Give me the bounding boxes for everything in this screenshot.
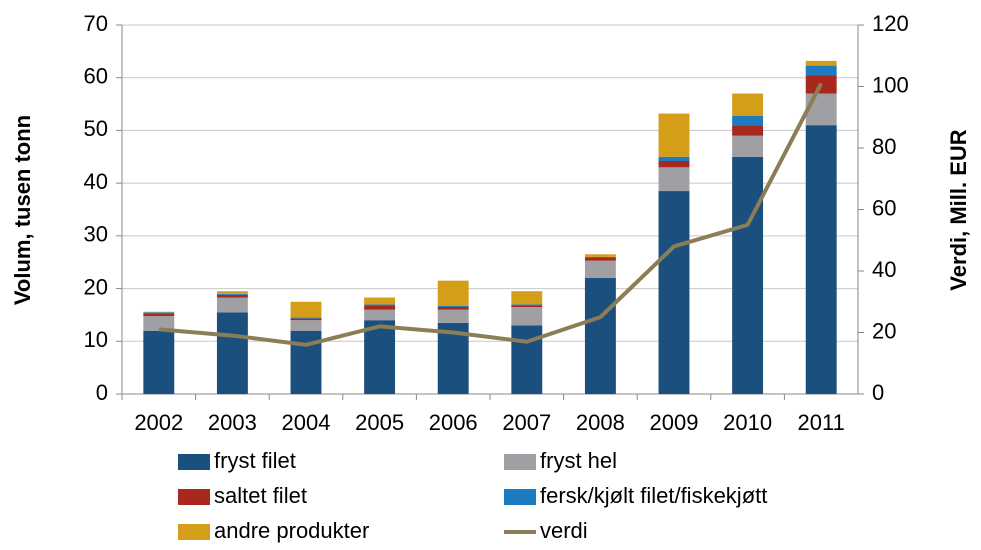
y-tick-label: 40 (84, 169, 108, 194)
bar (437, 309, 469, 323)
y2-tick-label: 0 (872, 380, 884, 405)
y2-axis-label: Verdi, Mill. EUR (946, 129, 971, 290)
bar (658, 161, 690, 168)
bar (584, 257, 616, 261)
bar (364, 297, 396, 305)
legend-label: fryst hel (540, 448, 617, 473)
bar (511, 325, 543, 394)
y-axis-label: Volum, tusen tonn (10, 115, 35, 305)
y2-tick-label: 80 (872, 134, 896, 159)
bar (437, 280, 469, 306)
y-tick-label: 0 (96, 380, 108, 405)
bar (437, 305, 469, 308)
bar (216, 297, 248, 313)
legend-label: saltet filet (214, 483, 307, 508)
x-tick-label: 2011 (798, 410, 845, 435)
y-tick-label: 20 (84, 274, 108, 299)
legend-label: andre produkter (214, 518, 369, 543)
bar (658, 191, 690, 394)
legend-label: fersk/kjølt filet/fiskekjøtt (540, 483, 767, 508)
bar (364, 309, 396, 321)
bar (584, 260, 616, 279)
bar (143, 315, 175, 331)
y2-tick-label: 100 (872, 72, 909, 97)
y-tick-label: 60 (84, 64, 108, 89)
x-tick-label: 2007 (502, 410, 551, 435)
legend-swatch (178, 454, 210, 470)
bar (216, 312, 248, 394)
x-tick-label: 2008 (576, 410, 625, 435)
y-tick-label: 70 (84, 11, 108, 36)
legend-swatch (178, 524, 210, 540)
legend-label: verdi (540, 518, 588, 543)
bar (290, 320, 322, 331)
y2-tick-label: 40 (872, 257, 896, 282)
bar (584, 278, 616, 394)
bar (290, 317, 322, 319)
bar (290, 301, 322, 318)
x-tick-label: 2010 (723, 410, 772, 435)
legend-label: fryst filet (214, 448, 296, 473)
bar (658, 167, 690, 192)
x-tick-label: 2006 (429, 410, 478, 435)
bar (511, 307, 543, 326)
legend-swatch (178, 489, 210, 505)
bar (143, 330, 175, 394)
bar (290, 318, 322, 321)
bar (364, 304, 396, 306)
bar (732, 93, 764, 116)
bar (732, 125, 764, 136)
legend-swatch (504, 489, 536, 505)
bar (805, 125, 837, 395)
bar (216, 294, 248, 298)
bar (658, 156, 690, 162)
y-tick-label: 50 (84, 116, 108, 141)
y2-tick-label: 120 (872, 11, 909, 36)
bar (732, 135, 764, 157)
bar (805, 60, 837, 66)
bar (805, 93, 837, 126)
y2-tick-label: 60 (872, 195, 896, 220)
bar (364, 305, 396, 310)
bar (143, 313, 175, 316)
legend-swatch (504, 454, 536, 470)
x-tick-label: 2005 (355, 410, 404, 435)
bar (511, 304, 543, 306)
bar (437, 307, 469, 310)
bar (511, 305, 543, 308)
bar (511, 291, 543, 305)
y-tick-label: 30 (84, 222, 108, 247)
bar (805, 65, 837, 76)
bar (143, 311, 175, 313)
bar (584, 256, 616, 258)
y-tick-label: 10 (84, 327, 108, 352)
line (158, 82, 823, 347)
x-tick-label: 2009 (650, 410, 699, 435)
bar (732, 115, 764, 126)
bar (732, 156, 764, 394)
y2-tick-label: 20 (872, 318, 896, 343)
x-tick-label: 2002 (134, 410, 183, 435)
bar (143, 312, 175, 314)
bar (216, 293, 248, 295)
bar (364, 320, 396, 394)
x-tick-label: 2004 (282, 410, 331, 435)
bar (584, 254, 616, 257)
x-tick-label: 2003 (208, 410, 257, 435)
bar (216, 291, 248, 294)
bar (658, 113, 690, 157)
